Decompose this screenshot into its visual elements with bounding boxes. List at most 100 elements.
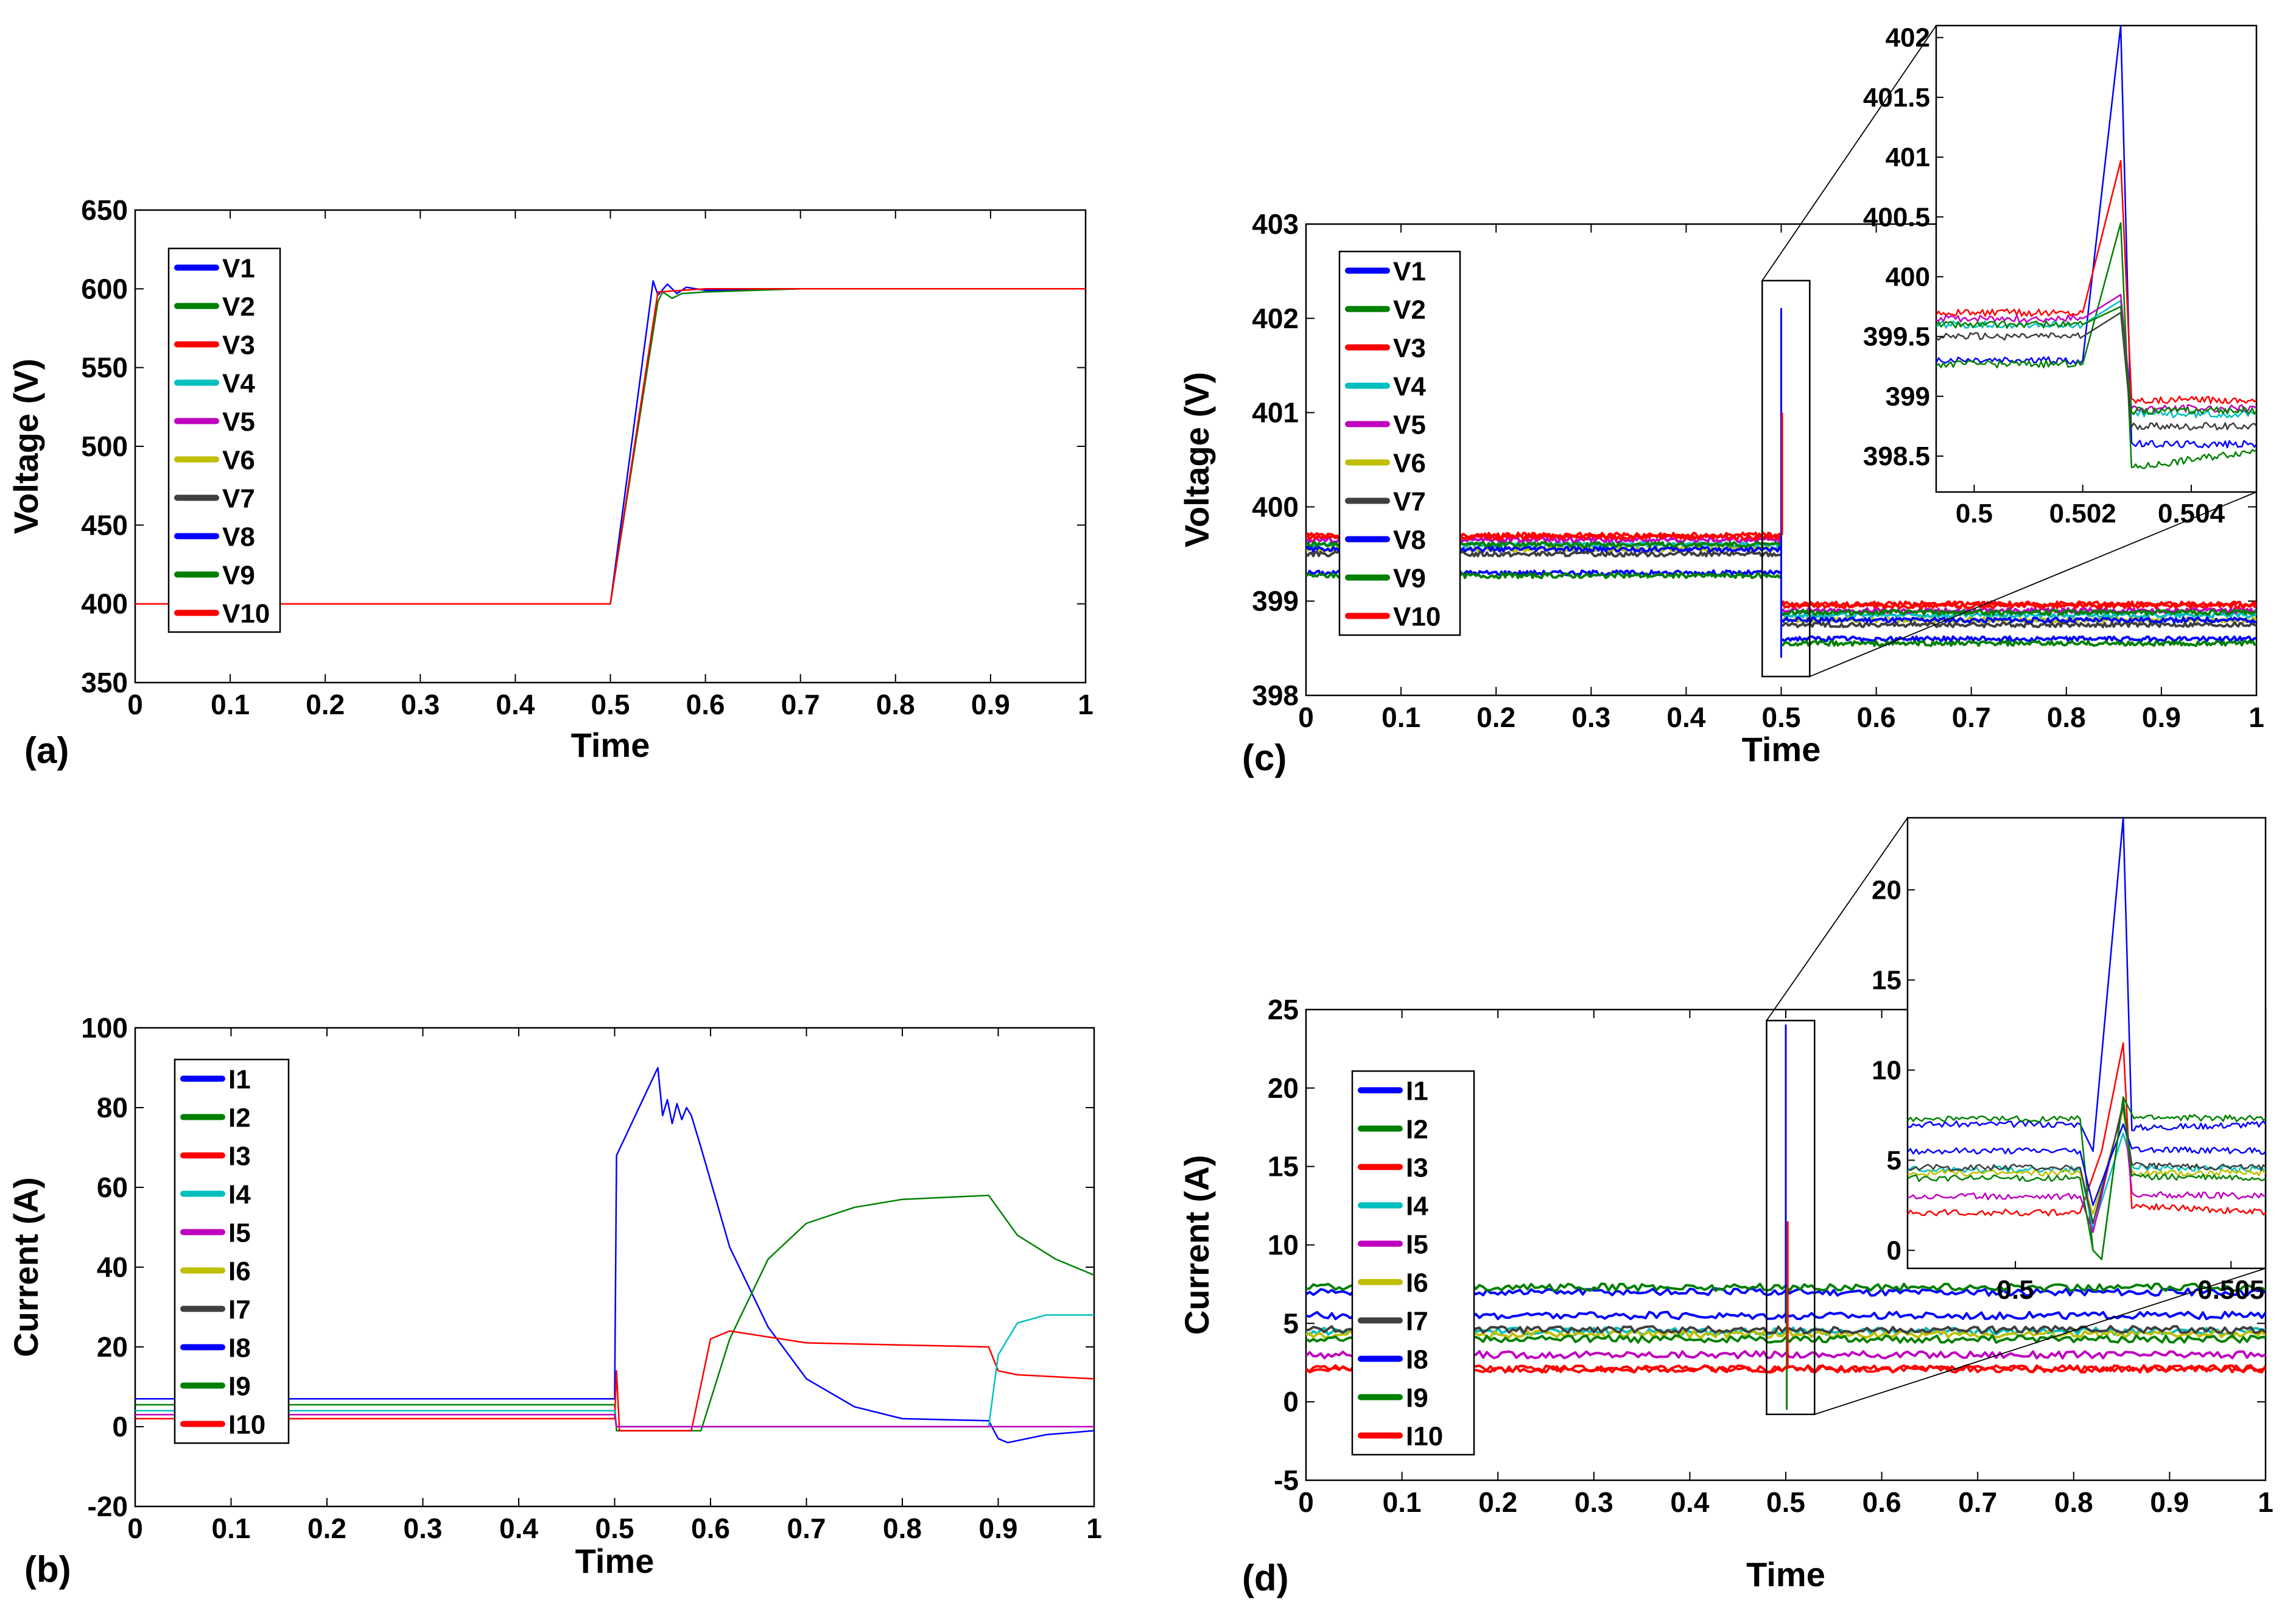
y-tick-label: 60 <box>97 1172 128 1203</box>
legend-entry: I8 <box>1406 1345 1428 1375</box>
zoom-connector <box>1814 1268 2266 1415</box>
legend-entry: I4 <box>228 1180 251 1210</box>
x-axis-label: Time <box>1746 1555 1825 1594</box>
inset-series-line <box>1936 222 2256 469</box>
legend-entry: I5 <box>1406 1230 1428 1260</box>
series-line-V9 <box>1780 608 2256 616</box>
legend-entry: V8 <box>1393 525 1426 555</box>
x-tick-label: 0.6 <box>691 1513 730 1544</box>
y-tick-label: 0 <box>1283 1386 1299 1418</box>
inset-x-tick-label: 0.5 <box>1997 1275 2034 1305</box>
inset-series-group <box>1908 818 2266 1260</box>
legend-entry: V5 <box>222 407 255 437</box>
inset-y-tick-label: 401.5 <box>1863 83 1930 113</box>
legend-entry: I10 <box>1406 1422 1443 1452</box>
x-tick-label: 0.1 <box>212 1513 251 1544</box>
y-axis-label: Voltage (V) <box>1178 372 1216 547</box>
legend-entry: I3 <box>1406 1153 1428 1183</box>
y-tick-label: 5 <box>1283 1307 1299 1339</box>
inset-y-tick-label: 15 <box>1872 965 1901 995</box>
inset-series-line <box>1908 1123 2266 1206</box>
legend-entry: V9 <box>1393 564 1426 594</box>
x-tick-label: 0.1 <box>1381 701 1420 733</box>
inset-series-line <box>1908 818 2266 1152</box>
inset-series-line <box>1936 306 2256 415</box>
y-tick-label: 10 <box>1268 1229 1299 1261</box>
panel-label: (c) <box>1242 737 1287 778</box>
y-tick-label: 450 <box>81 509 128 541</box>
y-tick-label: 398 <box>1252 680 1299 711</box>
y-axis-label: Voltage (V) <box>7 359 45 534</box>
inset-x-tick-label: 0.502 <box>2049 499 2116 529</box>
legend-entry: I1 <box>1406 1077 1428 1106</box>
series-line-V8 <box>1780 616 2256 624</box>
inset-x-tick-label: 0.505 <box>2197 1275 2264 1305</box>
series-line-I3 <box>135 1330 1094 1432</box>
legend-entry: V1 <box>222 254 255 284</box>
y-tick-label: 650 <box>81 194 128 226</box>
inset-series-line <box>1936 26 2256 449</box>
inset-x-tick-label: 0.5 <box>1956 499 1993 529</box>
x-tick-label: 0.2 <box>307 1513 346 1544</box>
inset-series-line <box>1908 1096 2266 1260</box>
x-tick-label: 1 <box>1086 1513 1102 1544</box>
series-line-I5 <box>135 1414 1094 1428</box>
series-line-V3 <box>135 288 1086 605</box>
x-tick-label: 0.7 <box>1952 701 1991 733</box>
legend-entry: I8 <box>228 1334 251 1363</box>
zoom-connector <box>1766 817 1908 1021</box>
x-axis-label: Time <box>571 726 650 764</box>
inset-y-tick-label: 402 <box>1886 23 1930 53</box>
x-tick-label: 0.3 <box>1571 701 1610 733</box>
series-line-I2 <box>135 1194 1094 1432</box>
y-tick-label: 401 <box>1252 397 1299 429</box>
y-tick-label: 400 <box>81 588 128 620</box>
x-tick-label: 0.3 <box>1575 1486 1613 1518</box>
y-axis-label: Current (A) <box>7 1177 45 1357</box>
series-group <box>1306 307 2256 658</box>
x-tick-label: 0.4 <box>1670 1486 1709 1518</box>
panel-a: 0 0.1 0.2 0.3 0.4 0.5 0.6 0.7 0.8 0.9 1 350 400 450 50… <box>7 194 1094 771</box>
y-tick-label: 403 <box>1252 208 1299 240</box>
series-group <box>135 1067 1094 1444</box>
legend-entry: V3 <box>222 331 255 360</box>
y-tick-label: 402 <box>1252 303 1299 334</box>
legend-entry: I9 <box>228 1372 251 1402</box>
legend: I1 I2 I3 I4 I5 I6 I7 I8 I9 I10 <box>1351 1070 1475 1456</box>
y-tick-label: -5 <box>1274 1464 1299 1496</box>
x-tick-label: 0.7 <box>787 1513 826 1544</box>
inset-y-tick-label: 400 <box>1886 262 1930 292</box>
zoom-box <box>1761 279 1811 678</box>
x-tick-label: 0.9 <box>2150 1486 2189 1518</box>
x-tick-label: 0.7 <box>1958 1486 1997 1518</box>
legend-entry: V8 <box>222 522 255 552</box>
inset-series-line <box>1908 1042 2266 1217</box>
legend-entry: I6 <box>1406 1268 1428 1298</box>
x-tick-label: 0.5 <box>1766 1486 1805 1518</box>
legend-entry: V10 <box>1393 602 1441 632</box>
legend-entry: I9 <box>1406 1383 1428 1413</box>
y-tick-label: 550 <box>81 352 128 384</box>
x-tick-label: 0.6 <box>1857 701 1896 733</box>
legend: V1 V2 V3 V4 V5 V6 V7 V8 V9 V10 <box>167 247 281 633</box>
series-line-V7 <box>1780 621 2256 628</box>
legend-entry: V10 <box>222 599 270 629</box>
legend-entry: I6 <box>228 1257 251 1287</box>
inset-series-line <box>1936 293 2256 413</box>
x-tick-label: 0.3 <box>404 1513 443 1544</box>
legend-box <box>167 247 281 633</box>
zoom-connector <box>1761 25 1937 281</box>
legend: V1 V2 V3 V4 V5 V6 V7 V8 V9 V10 <box>1338 250 1461 636</box>
inset-x-tick-label: 0.504 <box>2158 499 2225 529</box>
legend-entry: V7 <box>222 484 255 514</box>
legend: I1 I2 I3 I4 I5 I6 I7 I8 I9 I10 <box>174 1058 290 1444</box>
legend-entry: I7 <box>228 1295 251 1325</box>
y-tick-label: 20 <box>1268 1072 1299 1104</box>
legend-entry: I1 <box>228 1065 251 1095</box>
legend-entry: I2 <box>1406 1115 1428 1145</box>
y-tick-label: 350 <box>81 667 128 698</box>
legend-entry: V5 <box>1393 410 1426 440</box>
x-axis-label: Time <box>575 1542 655 1580</box>
legend-box <box>174 1058 290 1444</box>
legend-entry: V2 <box>1393 295 1426 325</box>
